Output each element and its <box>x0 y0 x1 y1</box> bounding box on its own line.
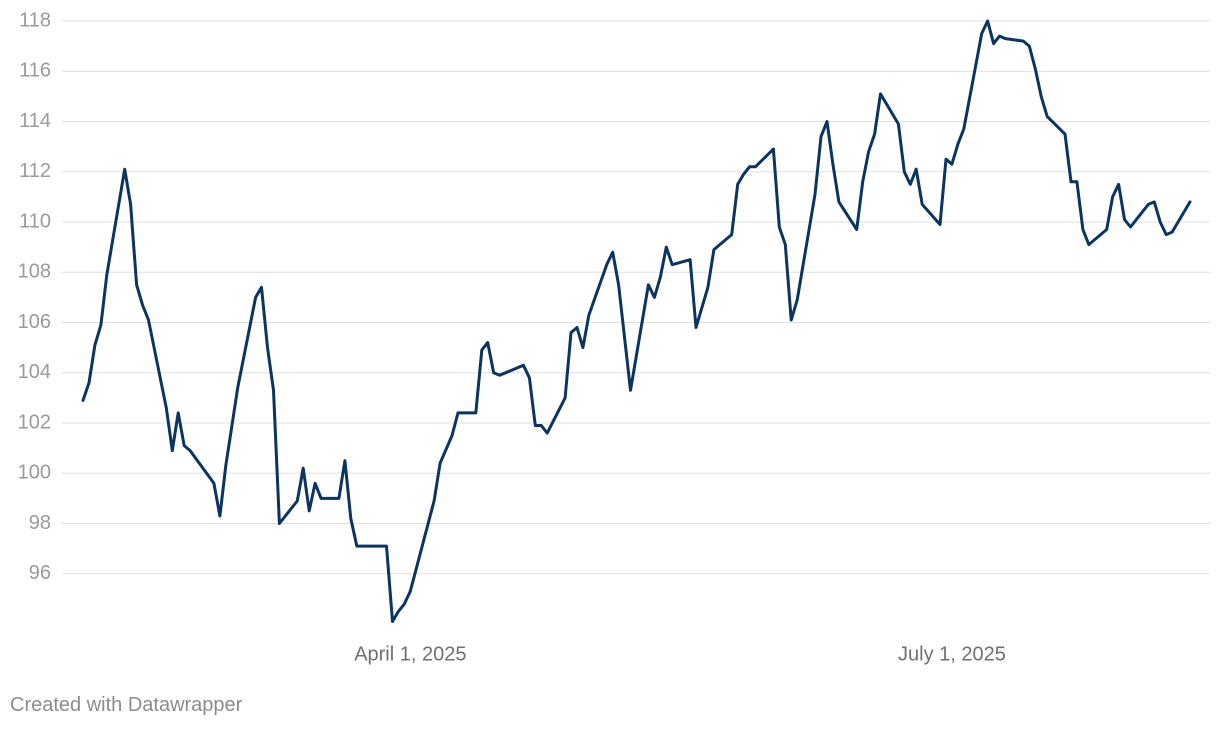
y-tick-label: 98 <box>29 512 51 534</box>
y-tick-label: 102 <box>18 411 51 433</box>
series-line <box>81 19 1192 623</box>
chart-credit: Created with Datawrapper <box>10 694 243 716</box>
gridlines <box>62 20 1210 575</box>
y-tick-label: 114 <box>19 110 51 132</box>
y-tick-label: 118 <box>19 9 51 31</box>
y-tick-label: 106 <box>18 311 51 333</box>
y-tick-label: 110 <box>19 210 51 232</box>
x-axis-tick-labels: April 1, 2025 July 1, 2025 <box>354 643 1006 665</box>
x-tick-label: April 1, 2025 <box>354 643 466 665</box>
y-tick-label: 116 <box>19 60 51 82</box>
y-tick-label: 100 <box>18 462 51 484</box>
series-layer <box>81 19 1192 623</box>
y-tick-label: 108 <box>18 261 51 283</box>
y-tick-label: 112 <box>19 160 51 182</box>
y-tick-label: 96 <box>29 562 51 584</box>
y-axis-tick-labels: 96 98 100 102 104 106 108 110 112 114 116 118 <box>18 9 51 584</box>
y-tick-label: 104 <box>18 361 51 383</box>
x-tick-label: July 1, 2025 <box>898 643 1006 665</box>
line-chart: 96 98 100 102 104 106 108 110 112 114 116 118 April… <box>18 9 1210 665</box>
